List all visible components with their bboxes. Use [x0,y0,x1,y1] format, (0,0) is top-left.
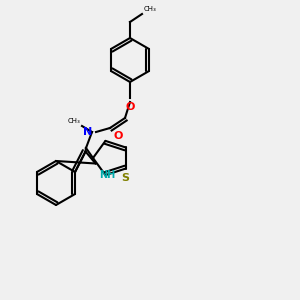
Text: CH₃: CH₃ [67,118,80,124]
Text: O: O [113,131,123,141]
Text: S: S [122,172,130,183]
Text: O: O [125,102,135,112]
Text: NH: NH [100,169,116,179]
Text: CH₃: CH₃ [144,6,157,12]
Text: N: N [83,127,92,137]
